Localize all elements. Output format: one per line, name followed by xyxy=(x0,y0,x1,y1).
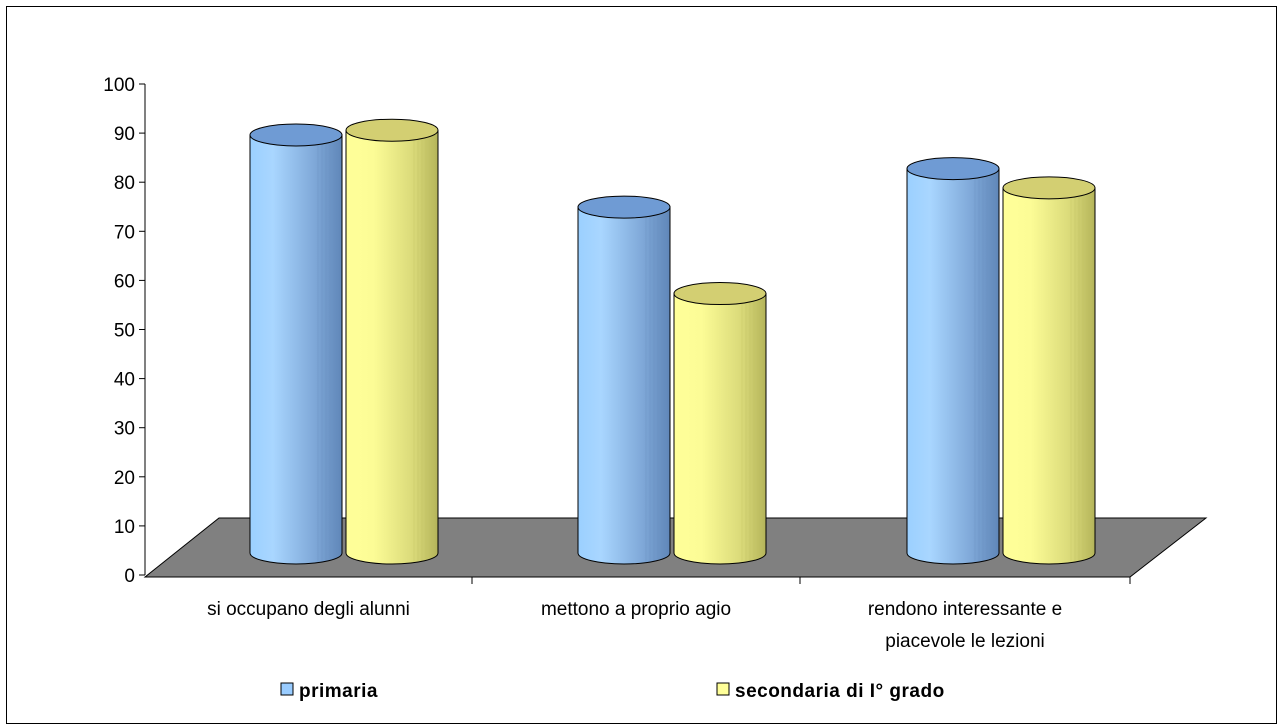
legend-swatch xyxy=(280,682,294,696)
legend-item-0: primaria xyxy=(280,681,378,702)
bar-body xyxy=(249,134,343,565)
y-tick-label: 50 xyxy=(114,321,135,342)
y-tick-label: 90 xyxy=(114,124,135,145)
legend-label: primaria xyxy=(299,681,378,702)
y-tick-label: 0 xyxy=(124,566,135,587)
bar-primaria-0 xyxy=(249,123,343,565)
y-tick-label: 10 xyxy=(114,517,135,538)
bar-body xyxy=(1002,187,1096,565)
bar-body xyxy=(577,206,671,565)
bar-top xyxy=(1002,176,1096,200)
bar-secondaria-0 xyxy=(345,118,439,565)
bar-primaria-1 xyxy=(577,195,671,565)
bar-body xyxy=(906,168,1000,565)
bar-primaria-2 xyxy=(906,157,1000,565)
bar-body xyxy=(345,129,439,565)
x-category-label: rendono interessante e xyxy=(868,599,1062,620)
y-tick-label: 60 xyxy=(114,271,135,292)
y-tick-label: 70 xyxy=(114,222,135,243)
bar-top xyxy=(906,157,1000,181)
bar-top xyxy=(673,282,767,306)
legend-label: secondaria di I° grado xyxy=(735,681,945,702)
y-tick-label: 100 xyxy=(103,75,135,96)
bar-top xyxy=(345,118,439,142)
y-tick-label: 80 xyxy=(114,173,135,194)
y-tick-label: 40 xyxy=(114,370,135,391)
y-tick-label: 20 xyxy=(114,468,135,489)
x-category-label: piacevole le lezioni xyxy=(885,631,1045,652)
bar-top xyxy=(577,195,671,219)
legend-item-1: secondaria di I° grado xyxy=(716,681,945,702)
bar-body xyxy=(673,293,767,565)
x-category-label: si occupano degli alunni xyxy=(207,599,410,620)
bar-top xyxy=(249,123,343,147)
y-tick-label: 30 xyxy=(114,419,135,440)
bar-secondaria-2 xyxy=(1002,176,1096,565)
bar-secondaria-1 xyxy=(673,282,767,565)
legend-swatch xyxy=(716,682,730,696)
x-category-label: mettono a proprio agio xyxy=(541,599,731,620)
